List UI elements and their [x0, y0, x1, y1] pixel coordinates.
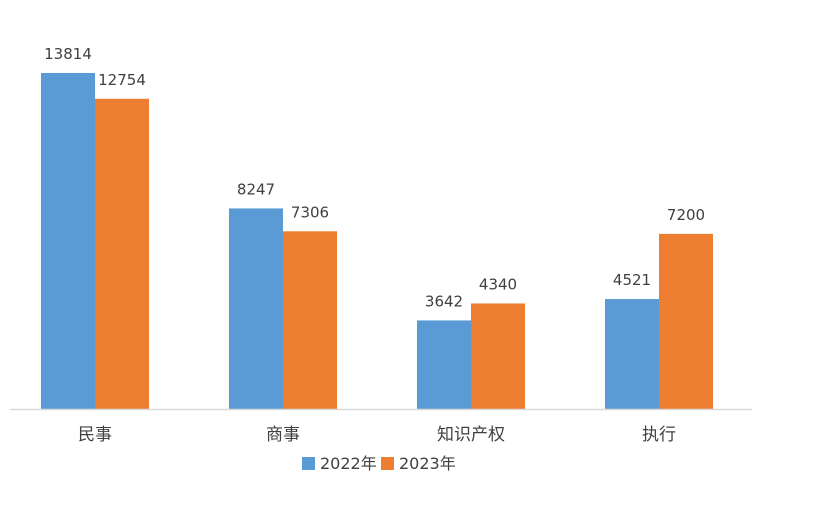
bar-1-0 — [229, 208, 283, 409]
legend: 2022年 2023年 — [302, 454, 456, 473]
category-label-0: 民事 — [78, 425, 112, 445]
category-label-3: 执行 — [642, 425, 676, 445]
bar-1-1 — [283, 231, 337, 409]
bar-3-1 — [659, 233, 713, 409]
data-label-3-1: 7200 — [667, 206, 705, 224]
data-label-0-1: 12754 — [98, 71, 146, 89]
legend-swatch-1 — [381, 457, 394, 470]
data-label-2-0: 3642 — [425, 292, 463, 310]
legend-label-0: 2022年 — [320, 454, 377, 473]
category-label-1: 商事 — [266, 425, 300, 445]
bar-0-0 — [41, 73, 95, 409]
data-labels-layer: 13814 12754 8247 7306 3642 4340 4521 7200 — [44, 45, 705, 310]
data-label-1-0: 8247 — [237, 180, 275, 198]
data-label-1-1: 7306 — [291, 203, 329, 221]
legend-swatch-0 — [302, 457, 315, 470]
category-labels-layer: 民事 商事 知识产权 执行 — [78, 425, 676, 445]
bar-3-0 — [605, 299, 659, 409]
data-label-3-0: 4521 — [613, 271, 651, 289]
data-label-2-1: 4340 — [479, 275, 517, 293]
bars-layer — [41, 73, 713, 410]
bar-0-1 — [95, 98, 149, 410]
bar-2-0 — [417, 320, 471, 409]
legend-label-1: 2023年 — [399, 454, 456, 473]
category-label-2: 知识产权 — [437, 425, 505, 445]
bar-2-1 — [471, 303, 525, 409]
data-label-0-0: 13814 — [44, 45, 92, 63]
